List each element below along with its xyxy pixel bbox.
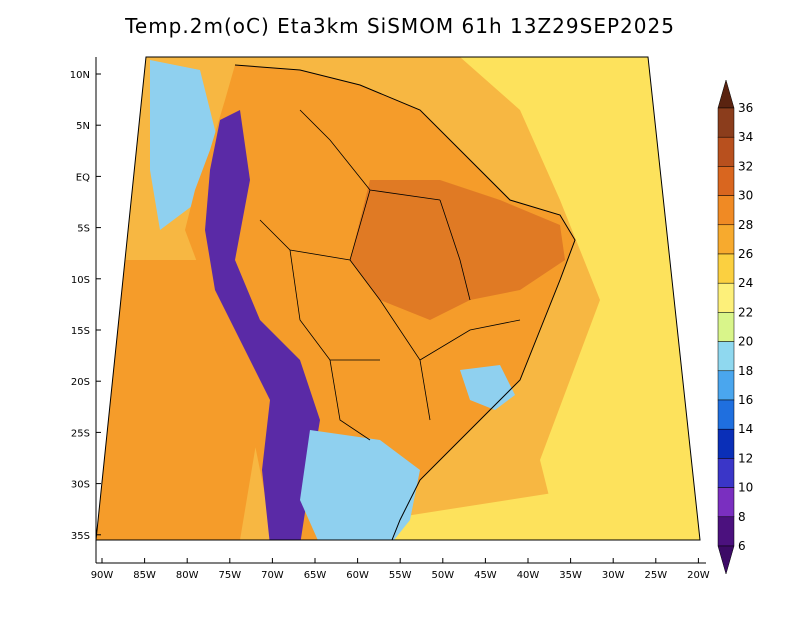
lat-tick-label: 25S (71, 428, 90, 439)
colorbar-box (717, 224, 735, 255)
colorbar-box (717, 282, 735, 313)
ocean-east-warm (460, 57, 700, 540)
lon-tick-label: 90W (91, 570, 114, 581)
colorbar-box (717, 341, 735, 372)
lat-tick-label: 30S (71, 480, 90, 491)
colorbar: 36 34 32 30 28 26 24 22 20 18 16 14 12 10 8 6 (717, 79, 753, 575)
colorbar-label: 6 (738, 539, 746, 553)
lon-tick-label: 75W (218, 570, 241, 581)
northeast-hot-region (350, 180, 565, 320)
andes-cold-spine (205, 110, 320, 540)
lon-tick-label: 25W (644, 570, 667, 581)
lon-tick-label: 50W (431, 570, 454, 581)
coastline (234, 64, 576, 540)
lon-tick-label: 85W (133, 570, 156, 581)
south-atlantic-cool (380, 470, 700, 540)
colorbar-label: 10 (738, 481, 753, 495)
colorbar-box (717, 107, 735, 138)
southern-cool-region (300, 430, 420, 540)
colorbar-box (717, 370, 735, 401)
colorbar-label: 24 (738, 276, 753, 290)
colorbar-box (717, 166, 735, 196)
colorbar-label: 12 (738, 451, 753, 465)
lon-tick-label: 60W (346, 570, 369, 581)
page-title: Temp.2m(oC) Eta3km SiSMOM 61h 13Z29SEP20… (125, 14, 675, 38)
lon-tick-label: 40W (517, 570, 540, 581)
longitude-axis: 90W 85W 80W 75W 70W 65W 60W 55W 50W 45W 40W 35W 30W 2… (91, 558, 710, 581)
colorbar-label: 30 (738, 189, 753, 203)
colorbar-label: 28 (738, 218, 753, 232)
lon-tick-label: 20W (687, 570, 710, 581)
colorbar-label: 36 (738, 101, 753, 115)
lon-tick-label: 30W (602, 570, 625, 581)
lon-tick-label: 80W (176, 570, 199, 581)
lat-tick-label: 5N (76, 121, 90, 132)
lon-tick-label: 65W (304, 570, 327, 581)
colorbar-label: 32 (738, 159, 753, 173)
latitude-axis: 10N 5N EQ 5S 10S 15S 20S 25S 30S 35S (70, 70, 101, 542)
lat-tick-label: 10N (70, 70, 90, 81)
lon-tick-label: 55W (389, 570, 412, 581)
lon-tick-label: 35W (559, 570, 582, 581)
lat-tick-label: 15S (71, 326, 90, 337)
colorbar-box (717, 253, 735, 284)
lat-tick-label: 5S (77, 224, 90, 235)
colorbar-top-triangle (717, 79, 735, 109)
lat-tick-label: EQ (76, 172, 90, 183)
colorbar-box (717, 195, 735, 226)
colorbar-label: 22 (738, 305, 753, 319)
colorbar-box (717, 516, 735, 547)
lat-tick-label: 10S (71, 275, 90, 286)
colorbar-box (717, 428, 735, 459)
colorbar-box (717, 399, 735, 430)
colorbar-label: 14 (738, 422, 753, 436)
colorbar-label: 16 (738, 393, 753, 407)
colorbar-box (717, 136, 735, 167)
colorbar-label: 34 (738, 130, 753, 144)
lat-tick-label: 20S (71, 377, 90, 388)
colorbar-label: 8 (738, 510, 746, 524)
colorbar-label: 26 (738, 247, 753, 261)
colorbar-label: 20 (738, 335, 753, 349)
lon-tick-label: 70W (261, 570, 284, 581)
map-frame (95, 56, 701, 541)
country-borders (259, 109, 521, 441)
colorbar-box (717, 487, 735, 518)
map-domain (96, 57, 700, 540)
colorbar-box (717, 458, 735, 488)
lat-tick-label: 35S (71, 531, 90, 542)
lon-tick-label: 45W (474, 570, 497, 581)
colorbar-box (717, 312, 735, 342)
colorbar-bottom-triangle (717, 545, 735, 575)
colorbar-label: 18 (738, 364, 753, 378)
